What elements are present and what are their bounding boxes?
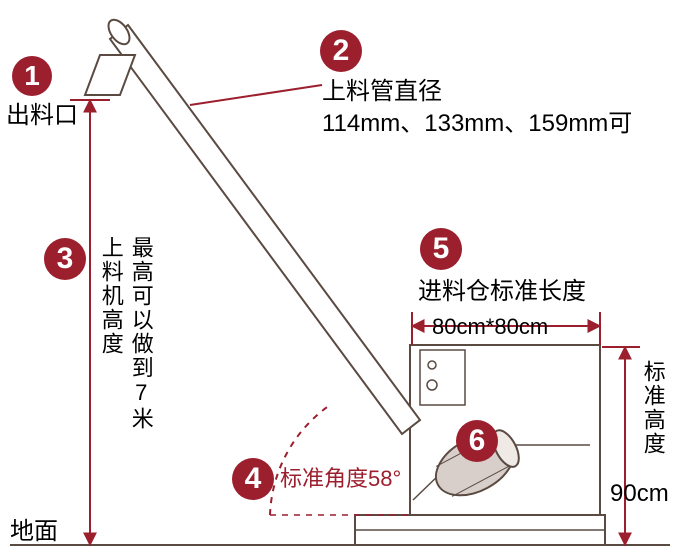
label-2-values: 114mm、133mm、159mm可 (322, 108, 632, 140)
badge-2-num: 2 (333, 34, 350, 68)
badge-6-num: 6 (469, 424, 486, 458)
label-1: 出料口 (6, 100, 78, 132)
badge-4: 4 (232, 458, 274, 500)
badge-2: 2 (320, 30, 362, 72)
dim-hopper-height (602, 347, 640, 545)
control-panel (420, 350, 465, 405)
leader-2 (190, 85, 322, 105)
angle-arc (270, 405, 330, 515)
badge-1-num: 1 (24, 60, 40, 92)
label-5-title: 进料仓标准长度 (418, 276, 586, 308)
badge-1: 1 (12, 56, 52, 96)
label-3b: 最高可以做到7米 (126, 236, 156, 431)
label-4: 标准角度58° (280, 464, 401, 494)
badge-3-num: 3 (57, 242, 74, 276)
label-6b: 90cm (610, 478, 669, 510)
label-ground: 地面 (10, 516, 58, 548)
label-3a: 上料机高度 (96, 236, 126, 356)
badge-5-num: 5 (433, 232, 450, 266)
badge-5: 5 (420, 228, 462, 270)
label-5-dim: 80cm*80cm (432, 312, 548, 342)
hopper (410, 345, 600, 515)
badge-6: 6 (456, 420, 498, 462)
discharge-outlet (85, 55, 135, 95)
badge-3: 3 (44, 238, 86, 280)
label-6a: 标准高度 (638, 360, 668, 456)
label-2-title: 上料管直径 (322, 76, 442, 108)
badge-4-num: 4 (245, 462, 262, 496)
